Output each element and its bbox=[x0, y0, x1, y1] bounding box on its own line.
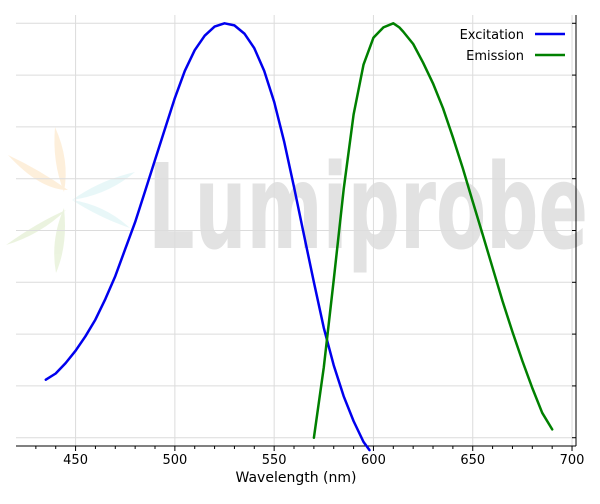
x-tick-label-500: 500 bbox=[162, 453, 187, 468]
series-line-excitation bbox=[44, 22, 371, 452]
watermark-text: Lumiprobe bbox=[148, 138, 588, 276]
legend: Excitation Emission bbox=[460, 28, 565, 64]
lumiprobe-logo-icon bbox=[6, 127, 135, 273]
series-group bbox=[44, 22, 554, 452]
x-tick-label-450: 450 bbox=[63, 453, 88, 468]
grid bbox=[16, 15, 576, 446]
x-tick-label-550: 550 bbox=[262, 453, 287, 468]
x-tick-label-650: 650 bbox=[460, 453, 485, 468]
x-tick-label-600: 600 bbox=[361, 453, 386, 468]
x-tick-label-700: 700 bbox=[560, 453, 585, 468]
series-line-emission bbox=[312, 22, 554, 439]
axes: 450 500 550 600 650 700 bbox=[16, 15, 584, 468]
legend-label-emission: Emission bbox=[466, 49, 524, 64]
x-axis-label: Wavelength (nm) bbox=[236, 470, 357, 486]
legend-label-excitation: Excitation bbox=[460, 28, 524, 43]
